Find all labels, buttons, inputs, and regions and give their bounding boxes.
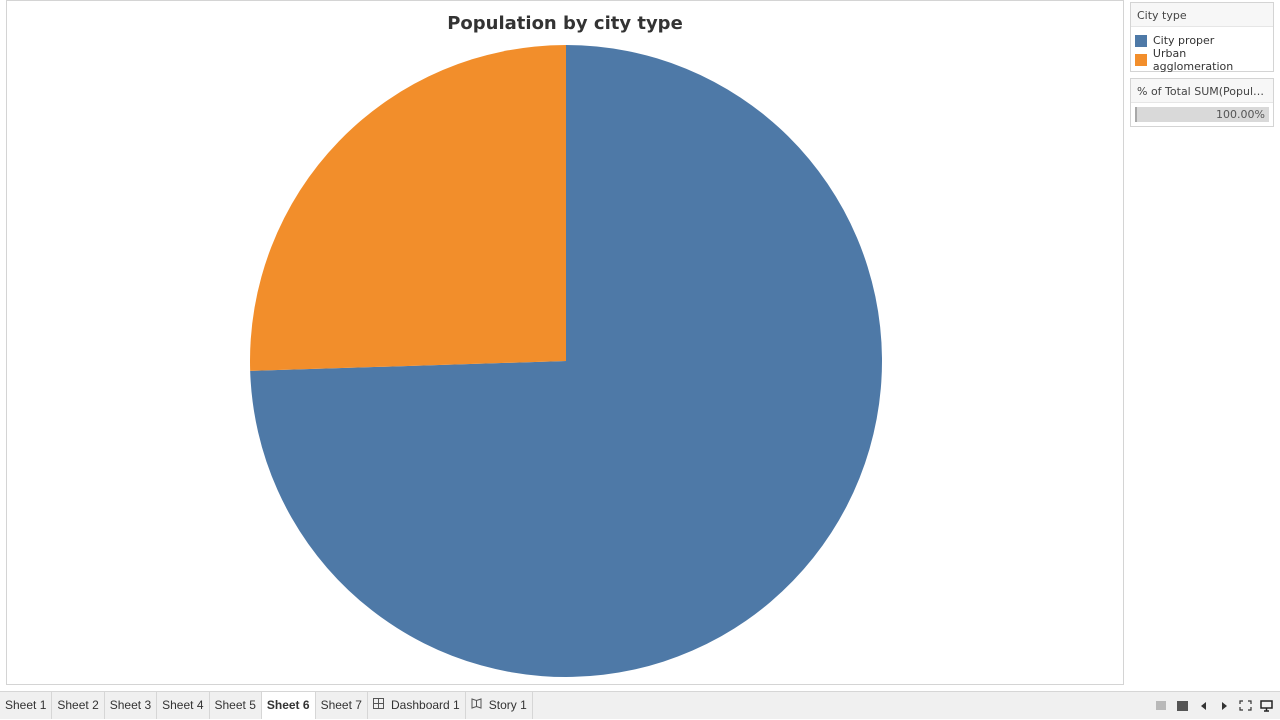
measure-legend-title: % of Total SUM(Popula... [1131,79,1273,103]
tab-sheet-7[interactable]: Sheet 7 [316,692,368,719]
sheet-controls [1150,692,1276,719]
legend-label: City proper [1153,34,1215,47]
tab-label: Sheet 6 [266,698,310,712]
pie-chart [250,45,882,677]
tab-sheet-5[interactable]: Sheet 5 [210,692,262,719]
measure-legend: % of Total SUM(Popula... 100.00% [1130,78,1274,127]
show-filmstrip-icon[interactable] [1172,696,1192,716]
sheet-tabs: Sheet 1 Sheet 2 Sheet 3 Sheet 4 Sheet 5 … [0,692,533,719]
legend-title: City type [1131,3,1273,27]
legend-swatch [1135,34,1147,47]
legend-list: City proper Urban agglomeration [1131,27,1273,73]
previous-sheet-icon[interactable] [1193,696,1213,716]
percent-range-bar[interactable]: 100.00% [1135,107,1269,122]
tab-label: Dashboard 1 [391,698,460,712]
tab-label: Sheet 7 [320,698,362,712]
legend-item-urban-agglomeration[interactable]: Urban agglomeration [1135,47,1269,73]
tab-label: Sheet 4 [162,698,204,712]
show-sheet-sorter-icon[interactable] [1151,696,1171,716]
tab-label: Sheet 5 [214,698,256,712]
pie-slice-urban-agglomeration[interactable] [250,45,566,371]
tab-sheet-6[interactable]: Sheet 6 [261,692,316,719]
next-sheet-icon[interactable] [1214,696,1234,716]
tab-dashboard-1[interactable]: Dashboard 1 [368,692,466,719]
fit-screen-icon[interactable] [1235,696,1255,716]
legend-swatch [1135,53,1147,66]
tab-sheet-4[interactable]: Sheet 4 [157,692,210,719]
pie-slice-city-proper[interactable] [250,45,882,677]
percent-value: 100.00% [1216,108,1265,121]
chart-title: Population by city type [447,13,683,34]
tab-sheet-1[interactable]: Sheet 1 [0,692,53,719]
legend-label: Urban agglomeration [1152,46,1234,73]
legend-item-city-proper[interactable]: City proper [1135,31,1269,50]
tab-label: Story 1 [488,698,527,712]
tab-label: Sheet 2 [57,698,99,712]
presentation-mode-icon[interactable] [1256,696,1276,716]
tab-label: Sheet 1 [5,698,47,712]
tab-sheet-2[interactable]: Sheet 2 [52,692,105,719]
tab-sheet-3[interactable]: Sheet 3 [105,692,158,719]
color-legend: City type City proper Urban agglomeratio… [1130,2,1274,73]
tab-story-1[interactable]: Story 1 [466,692,533,719]
side-panel: City type City proper Urban agglomeratio… [1130,2,1274,133]
tab-label: Sheet 3 [109,698,152,712]
chart-canvas: Population by city type [6,0,1124,685]
story-icon [471,698,485,712]
dashboard-icon [372,698,387,712]
sheet-tab-bar: Sheet 1 Sheet 2 Sheet 3 Sheet 4 Sheet 5 … [0,691,1280,719]
